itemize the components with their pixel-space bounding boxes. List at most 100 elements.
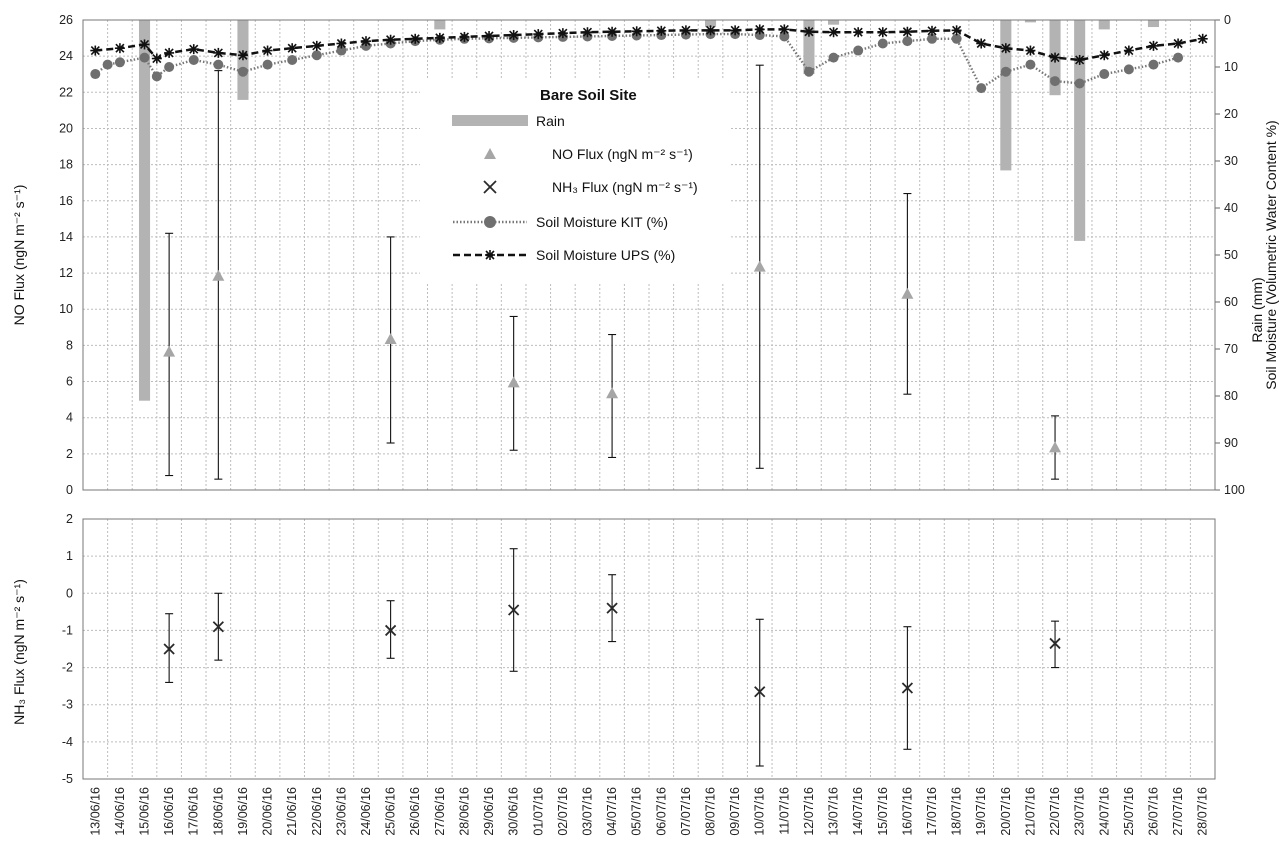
y-tick-bottom: -4	[62, 735, 73, 749]
soil-moisture-ups-point	[631, 26, 642, 37]
soil-moisture-ups-point	[508, 30, 519, 41]
no-flux-point	[507, 315, 520, 451]
y-tick-left: 4	[66, 411, 73, 425]
soil-moisture-ups-point	[361, 36, 371, 47]
x-tick-date: 26/06/16	[408, 787, 422, 836]
soil-moisture-ups-point	[164, 47, 175, 58]
rain-bar	[704, 20, 717, 28]
no-flux-marker	[606, 387, 619, 399]
y-tick-left: 6	[66, 375, 73, 389]
y-tick-bottom: -2	[62, 661, 73, 675]
x-tick-date: 08/07/16	[704, 787, 718, 836]
no-flux-marker	[384, 332, 397, 344]
x-tick-date: 04/07/16	[605, 787, 619, 836]
bottom-panel-grid	[82, 518, 1216, 780]
legend: Bare Soil Site Rain NO Flux (ngN m⁻² s⁻¹…	[420, 78, 730, 283]
x-tick-date: 23/06/16	[334, 787, 348, 836]
x-tick-date: 02/07/16	[556, 787, 570, 836]
nh3-flux-marker	[212, 621, 224, 633]
legend-nh3-marker	[483, 180, 497, 194]
x-tick-date: 16/06/16	[162, 787, 176, 836]
soil-moisture-ups-point	[1000, 43, 1011, 54]
y-tick-left: 16	[59, 194, 73, 208]
y-tick-right: 70	[1224, 342, 1238, 356]
soil-moisture-ups-point	[151, 53, 162, 64]
x-tick-date: 03/07/16	[580, 787, 594, 836]
x-tick-date: 20/07/16	[999, 787, 1013, 836]
x-tick-date: 19/06/16	[236, 787, 250, 836]
legend-no-flux-marker	[484, 148, 496, 159]
y-tick-left: 22	[59, 85, 73, 99]
soil-moisture-kit-point	[102, 59, 113, 70]
x-tick-date: 21/06/16	[285, 787, 299, 836]
soil-moisture-kit-point	[213, 59, 224, 70]
soil-moisture-kit-point	[237, 66, 248, 77]
nh3-flux-point	[1049, 620, 1061, 669]
soil-moisture-ups-point	[188, 44, 199, 55]
no-flux-point	[753, 64, 766, 469]
nh3-flux-marker	[754, 686, 766, 698]
x-tick-date: 06/07/16	[654, 787, 668, 836]
soil-moisture-ups-point	[410, 33, 421, 44]
soil-moisture-ups-point	[385, 34, 396, 45]
nh3-flux-marker	[606, 602, 618, 614]
soil-moisture-kit-point	[311, 50, 322, 61]
soil-moisture-kit-point	[803, 66, 814, 77]
x-tick-date: 11/07/16	[777, 787, 791, 835]
soil-moisture-ups-point	[459, 31, 470, 42]
soil-moisture-kit-point	[287, 54, 298, 65]
y-tick-right: 20	[1224, 107, 1238, 121]
no-flux-point	[1049, 415, 1062, 480]
legend-rain-swatch	[452, 115, 528, 126]
rain-bar	[434, 20, 446, 30]
legend-no-flux-label: NO Flux (ngN m⁻² s⁻¹)	[552, 146, 693, 162]
no-flux-marker	[901, 287, 914, 299]
nh3-flux-marker	[508, 604, 520, 616]
no-flux-marker	[1049, 441, 1062, 453]
rain-bar	[1074, 20, 1086, 241]
y-tick-bottom: -5	[62, 772, 73, 786]
axes	[82, 19, 1220, 780]
no-flux-marker	[212, 269, 225, 281]
x-tick-date: 29/06/16	[482, 787, 496, 836]
soil-moisture-kit-point	[1123, 64, 1134, 75]
soil-moisture-kit-point	[902, 36, 913, 47]
nh3-flux-point	[163, 613, 175, 683]
soil-moisture-ups-point	[730, 25, 741, 36]
y-tick-bottom: -3	[62, 698, 73, 712]
soil-moisture-ups-point	[139, 39, 150, 50]
soil-moisture-ups-point	[434, 32, 445, 43]
x-tick-date: 26/07/16	[1146, 787, 1160, 836]
soil-moisture-kit-point	[188, 54, 199, 65]
y-tick-right: 0	[1224, 13, 1231, 27]
soil-moisture-kit-point	[114, 57, 125, 68]
soil-moisture-kit-point	[139, 52, 150, 63]
soil-moisture-kit-point	[976, 83, 987, 94]
nh3-flux-point	[606, 574, 618, 643]
soil-moisture-kit-point	[877, 38, 888, 49]
rain-bar	[1000, 20, 1012, 171]
soil-moisture-kit-point	[336, 45, 347, 56]
soil-moisture-kit-point	[1173, 52, 1184, 63]
y-tick-right: 30	[1224, 154, 1238, 168]
x-tick-date: 28/06/16	[457, 787, 471, 836]
x-tick-date: 20/06/16	[261, 787, 275, 836]
x-tick-date: 10/07/16	[753, 787, 767, 836]
soil-moisture-kit-point	[927, 33, 937, 44]
x-tick-date: 12/07/16	[802, 787, 816, 836]
y-tick-left: 14	[59, 230, 73, 244]
y-tick-right: 50	[1224, 248, 1238, 262]
soil-moisture-ups-point	[1099, 50, 1110, 61]
soil-moisture-ups-point	[484, 30, 495, 41]
soil-moisture-kit-point	[853, 45, 864, 56]
soil-moisture-ups-point	[533, 29, 544, 40]
x-tick-date: 07/07/16	[679, 787, 693, 836]
x-tick-date: 22/06/16	[310, 787, 324, 836]
nh3-flux-marker	[384, 624, 397, 637]
no-flux-marker	[163, 345, 176, 357]
y-tick-bottom: 0	[66, 586, 73, 600]
legend-rain-label: Rain	[536, 113, 565, 129]
y-tick-left: 18	[59, 158, 73, 172]
x-tick-date: 25/07/16	[1122, 787, 1136, 836]
soil-moisture-ups-point	[1025, 45, 1036, 56]
